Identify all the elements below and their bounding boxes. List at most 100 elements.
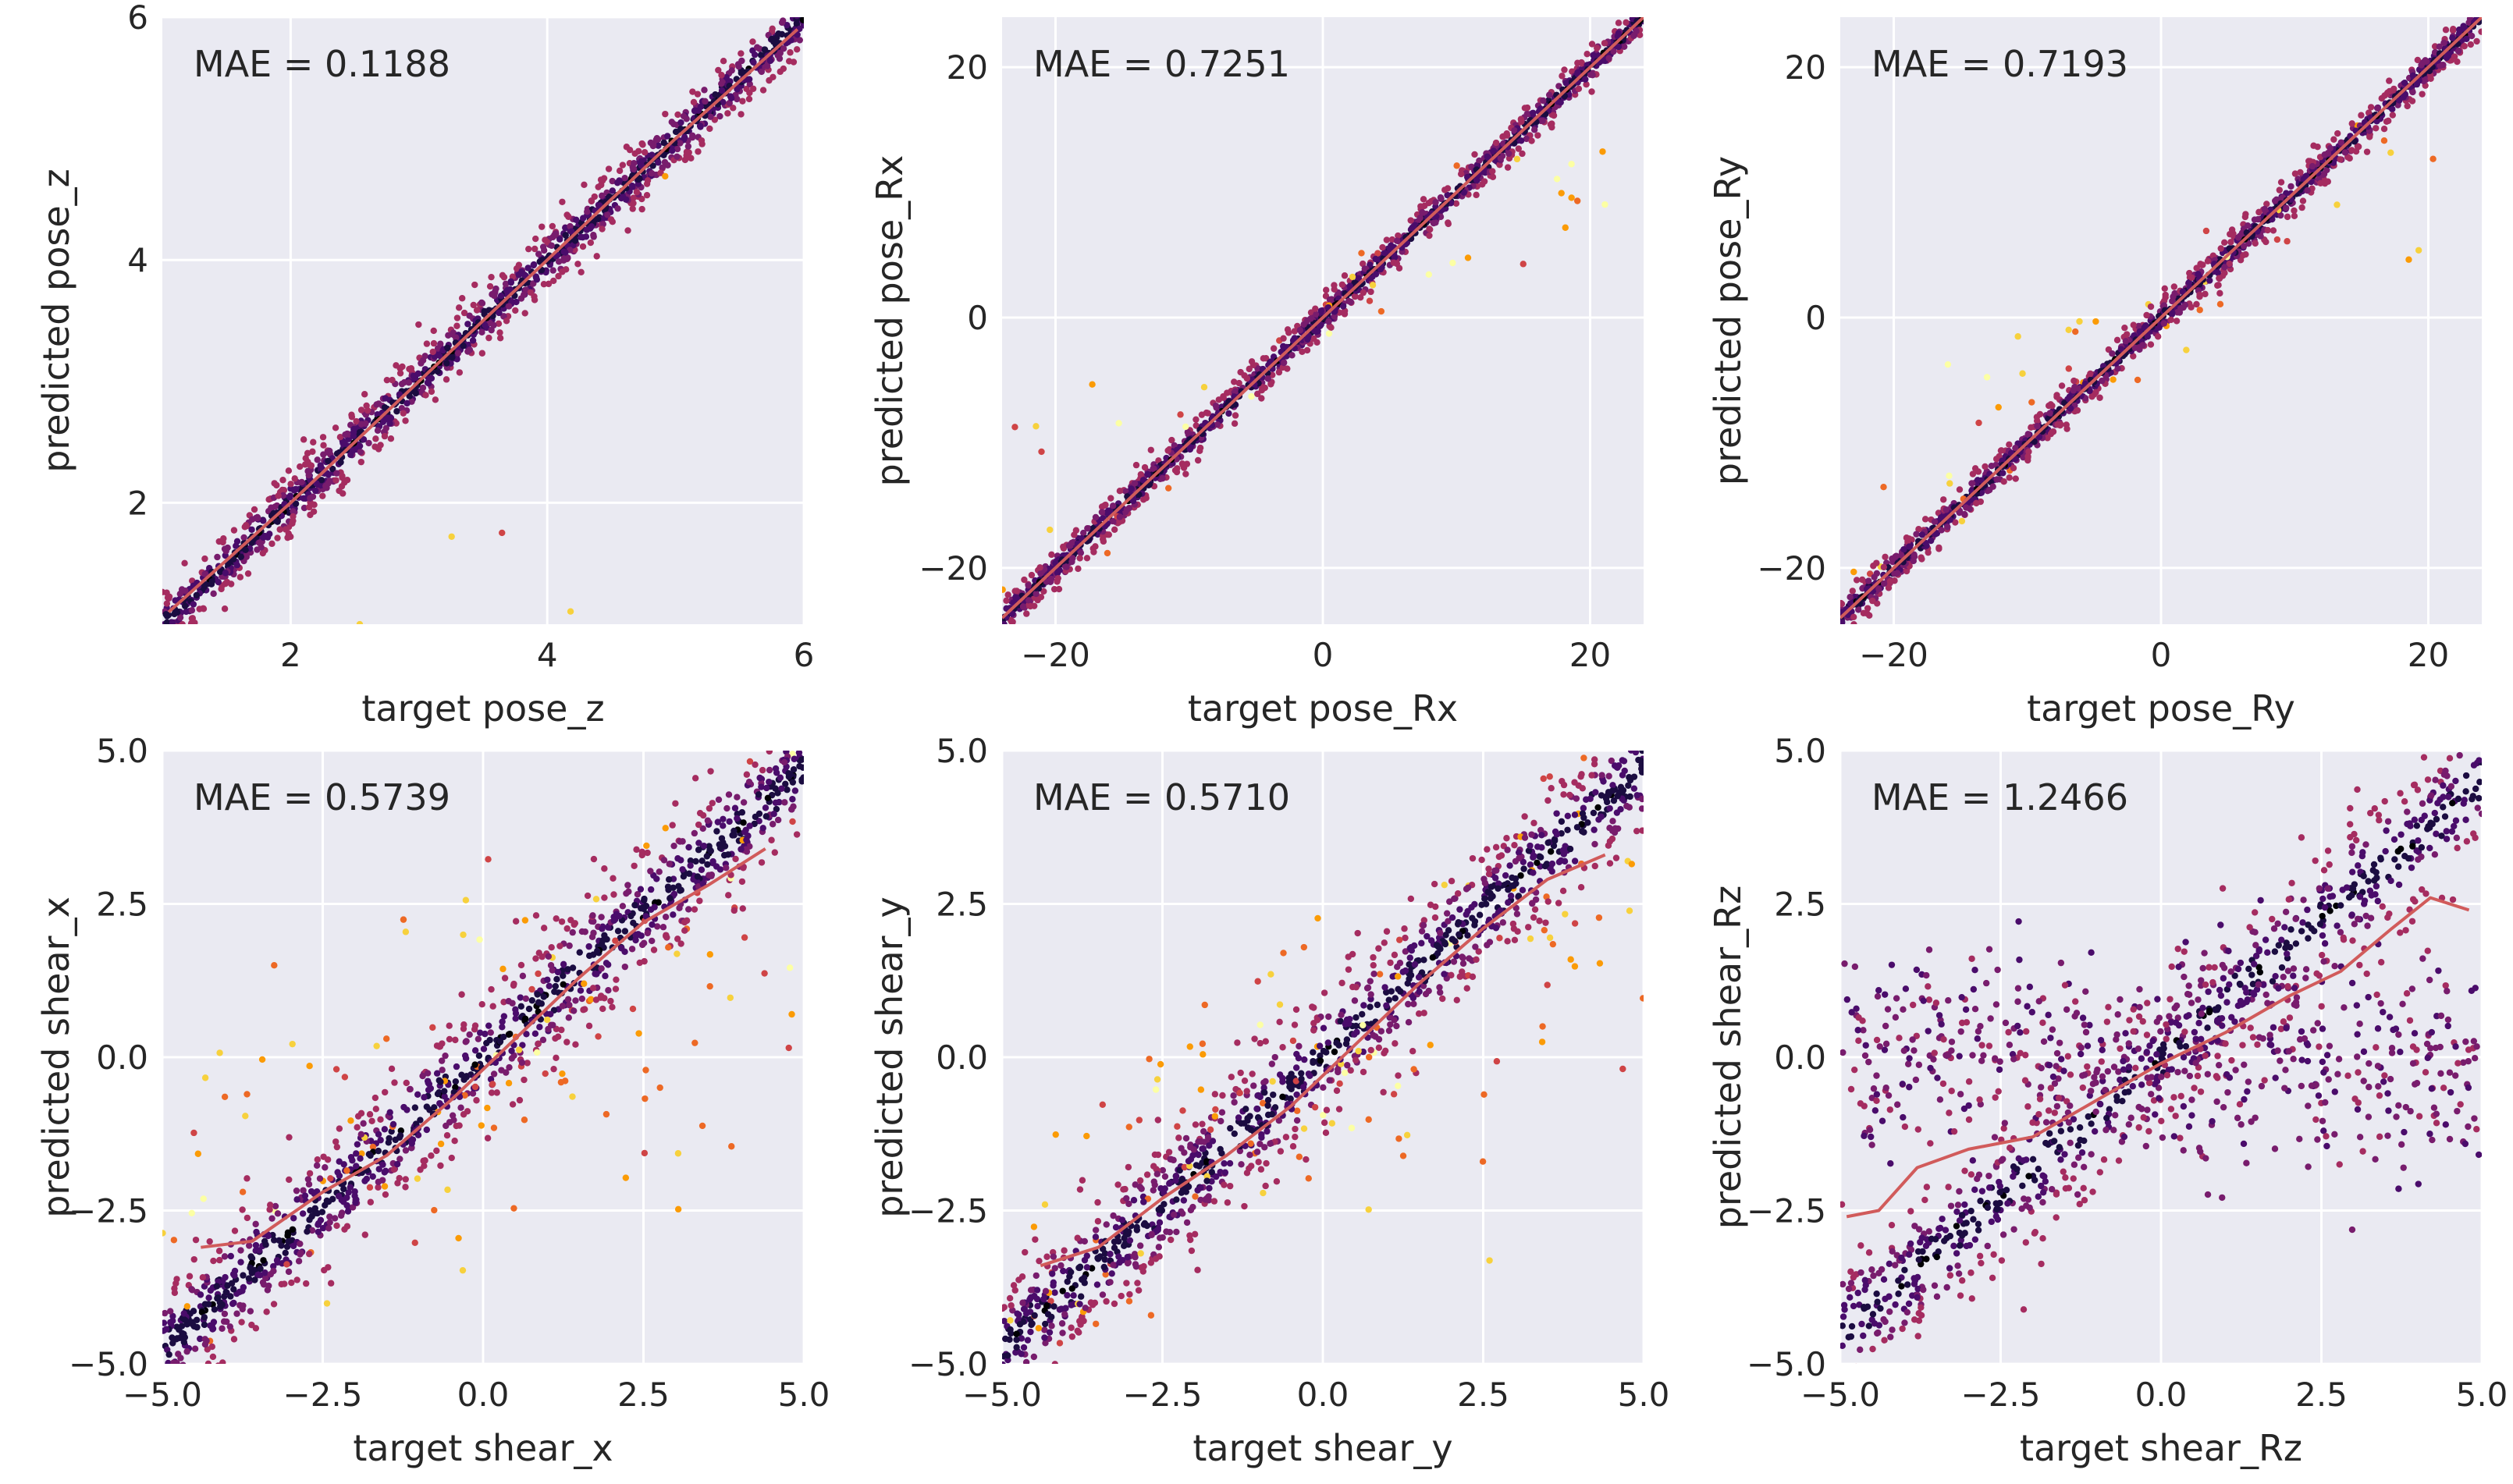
scatter-point: [562, 232, 569, 239]
scatter-point: [718, 72, 725, 79]
scatter-point: [1561, 66, 1568, 73]
scatter-point: [499, 965, 507, 973]
scatter-point: [1164, 485, 1172, 492]
scatter-point: [2373, 125, 2380, 132]
scatter-point: [1352, 293, 1359, 300]
scatter-point: [1893, 570, 1901, 577]
scatter-point: [222, 1288, 229, 1296]
scatter-point: [762, 804, 770, 811]
scatter-point: [800, 774, 804, 781]
scatter-point: [325, 1225, 332, 1232]
x-axis-label: target pose_z: [361, 687, 604, 730]
scatter-point: [188, 615, 196, 622]
scatter-point: [766, 778, 773, 786]
scatter-point: [1346, 282, 1353, 289]
scatter-point: [695, 148, 702, 155]
scatter-point: [592, 996, 600, 1003]
scatter-point: [738, 111, 745, 118]
scatter-point: [485, 1022, 492, 1029]
scatter-point: [1927, 537, 1935, 545]
scatter-point: [315, 1220, 322, 1227]
scatter-point: [1548, 123, 1555, 131]
scatter-point: [2380, 126, 2388, 133]
scatter-point: [749, 38, 756, 45]
scatter-point: [221, 605, 229, 612]
scatter-point: [334, 1169, 341, 1176]
scatter-point: [273, 481, 280, 489]
scatter-point: [268, 540, 275, 548]
scatter-point: [469, 1090, 477, 1097]
scatter-point: [633, 188, 641, 196]
scatter-point: [2277, 179, 2285, 186]
scatter-point: [452, 1036, 459, 1044]
scatter-point: [548, 943, 555, 951]
scatter-point: [2130, 353, 2137, 360]
scatter-point: [457, 1104, 464, 1111]
scatter-point: [1993, 476, 2001, 483]
scatter-point: [699, 825, 706, 833]
scatter-point: [1214, 421, 1221, 428]
scatter-point: [610, 891, 617, 898]
scatter-point: [450, 1117, 457, 1124]
scatter-point: [1497, 154, 1504, 162]
scatter-point: [1426, 232, 1433, 240]
scatter-point: [1104, 549, 1111, 557]
scatter-point: [534, 991, 541, 998]
scatter-point: [669, 822, 676, 829]
scatter-point: [593, 253, 600, 260]
scatter-point: [475, 1052, 483, 1060]
scatter-point: [301, 1192, 309, 1199]
scatter-point: [356, 620, 364, 624]
scatter-point: [1372, 271, 1380, 278]
scatter-point: [738, 809, 746, 816]
scatter-point: [2196, 291, 2203, 298]
y-tick-label: 0: [967, 299, 988, 337]
scatter-point: [247, 1308, 254, 1315]
scatter-point: [695, 821, 702, 829]
scatter-point: [343, 1167, 350, 1174]
scatter-point: [2114, 365, 2121, 372]
scatter-point: [258, 1056, 266, 1063]
scatter-point: [428, 388, 435, 396]
scatter-point: [1303, 346, 1311, 354]
scatter-point: [336, 434, 344, 441]
scatter-point: [1092, 513, 1100, 521]
scatter-point: [300, 1187, 307, 1194]
scatter-point: [2134, 376, 2142, 384]
scatter-point: [183, 608, 190, 616]
scatter-point: [237, 553, 245, 560]
scatter-point: [698, 857, 706, 864]
scatter-point: [423, 1103, 431, 1110]
scatter-point: [1960, 510, 1968, 518]
scatter-point: [599, 192, 606, 200]
scatter-point: [343, 1194, 350, 1202]
scatter-point: [716, 112, 723, 120]
scatter-point: [662, 172, 669, 180]
scatter-point: [509, 1101, 517, 1108]
scatter-point: [2063, 421, 2070, 428]
scatter-point: [1540, 97, 1547, 105]
scatter-point: [264, 1287, 272, 1294]
scatter-point: [466, 1031, 473, 1038]
scatter-point: [1048, 551, 1055, 559]
scatter-point: [2437, 62, 2444, 69]
scatter-point: [2076, 318, 2083, 325]
scatter-point: [1915, 525, 1922, 533]
scatter-point: [1492, 139, 1500, 147]
scatter-point: [774, 790, 781, 797]
scatter-point: [305, 471, 312, 479]
scatter-point: [1952, 519, 1959, 526]
scatter-point: [642, 913, 649, 920]
scatter-point: [1361, 265, 1368, 272]
scatter-point: [1143, 495, 1150, 502]
scatter-point: [574, 261, 581, 268]
scatter-point: [270, 1237, 278, 1244]
scatter-point: [1372, 255, 1379, 263]
scatter-point: [211, 1306, 219, 1313]
scatter-point: [2099, 377, 2106, 385]
scatter-point: [759, 87, 767, 94]
scatter-point: [1235, 379, 1242, 387]
scatter-point: [2161, 285, 2168, 293]
scatter-point: [179, 626, 185, 632]
scatter-point: [1885, 584, 1893, 591]
